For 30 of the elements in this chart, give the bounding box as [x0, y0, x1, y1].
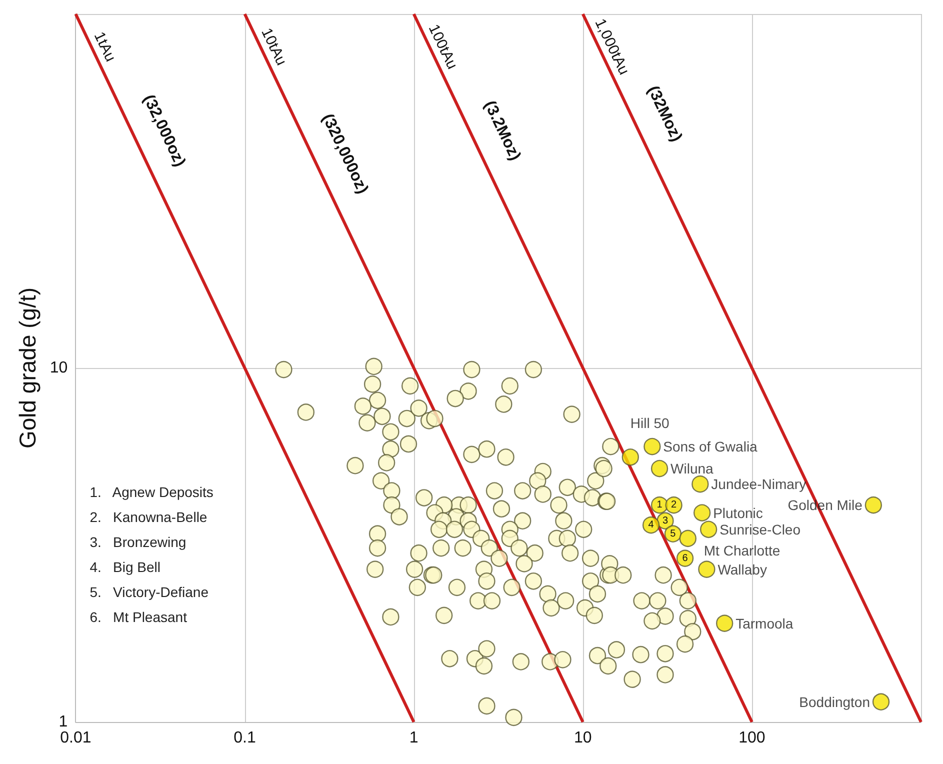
data-label: Hill 50: [630, 415, 670, 432]
annotation: 3. Bronzewing: [90, 534, 186, 550]
data-label: Boddington: [799, 694, 870, 710]
data-label: Mt Charlotte: [704, 542, 780, 558]
x-tick-label: 0.01: [60, 730, 92, 746]
x-tick-label: 1: [409, 730, 418, 746]
data-label: Sunrise-Cleo: [720, 521, 801, 538]
annotation: 2. Kanowna-Belle: [90, 509, 208, 525]
data-label: Sons of Gwalia: [663, 438, 758, 455]
data-label: Wiluna: [670, 460, 714, 477]
text: 10tAu: [258, 25, 290, 68]
annotation: 6. Mt Pleasant: [90, 609, 188, 625]
data-label: Plutonic: [713, 504, 763, 521]
annotation: 2: [671, 500, 678, 511]
data-label: Tarmoola: [736, 615, 794, 632]
x-tick-label: 100: [738, 730, 766, 746]
annotation: 5. Victory-Defiane: [90, 584, 209, 600]
annotation: 4. Big Bell: [90, 559, 161, 575]
x-tick-label: 0.1: [234, 730, 256, 746]
text: 1tAu: [90, 29, 119, 64]
y-axis-title: Gold grade (g/t): [14, 287, 40, 449]
annotation: 1. Agnew Deposits: [90, 484, 214, 500]
data-label: Jundee-Nimary: [711, 476, 806, 492]
x-tick-label: 10: [574, 730, 592, 746]
annotation: 6: [682, 552, 688, 564]
annotation: 1: [656, 500, 663, 511]
annotation: 3: [662, 515, 668, 526]
data-label: Wallaby: [718, 561, 767, 578]
annotation: 5: [670, 528, 676, 540]
annotation: 4: [648, 520, 654, 531]
